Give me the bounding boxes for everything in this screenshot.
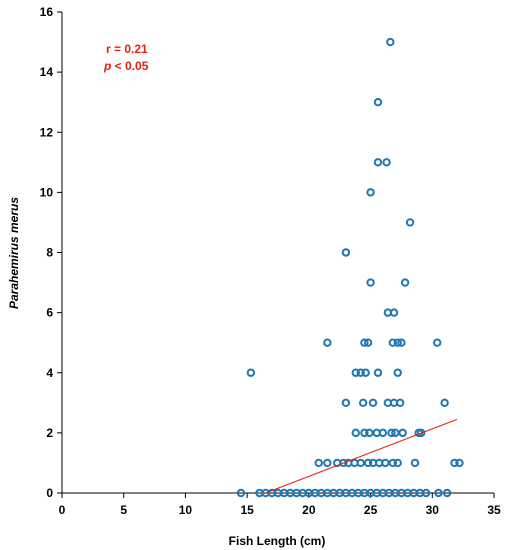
x-tick-label: 30 bbox=[426, 503, 440, 517]
axes bbox=[61, 12, 494, 494]
data-point bbox=[434, 488, 443, 498]
data-point bbox=[373, 368, 383, 377]
data-point bbox=[416, 428, 426, 438]
y-tick-label: 2 bbox=[46, 426, 53, 440]
data-point bbox=[393, 458, 402, 468]
data-point bbox=[397, 338, 406, 347]
data-point bbox=[381, 458, 390, 468]
x-tick-label: 5 bbox=[120, 503, 127, 517]
data-point bbox=[389, 308, 399, 317]
data-point bbox=[360, 338, 369, 347]
x-tick-label: 35 bbox=[487, 503, 501, 517]
x-axis-title: Fish Length (cm) bbox=[229, 534, 326, 548]
data-point bbox=[361, 368, 370, 377]
data-point bbox=[391, 428, 400, 438]
data-point bbox=[388, 338, 397, 347]
data-point bbox=[360, 428, 369, 438]
y-tick-label: 0 bbox=[46, 486, 53, 500]
data-point bbox=[236, 488, 246, 498]
data-point bbox=[378, 428, 388, 438]
y-tick-label: 4 bbox=[46, 366, 53, 380]
data-point bbox=[442, 488, 452, 498]
annotation-r: r = 0.21 bbox=[106, 42, 148, 56]
data-point bbox=[433, 338, 442, 347]
data-points bbox=[236, 37, 464, 498]
data-point bbox=[410, 458, 420, 468]
data-point bbox=[400, 278, 410, 287]
data-point bbox=[246, 368, 256, 377]
data-point bbox=[323, 458, 332, 468]
data-point bbox=[388, 458, 397, 468]
data-point bbox=[363, 338, 373, 347]
data-point bbox=[341, 248, 351, 257]
data-point bbox=[393, 368, 402, 377]
data-point bbox=[356, 458, 365, 468]
data-point bbox=[398, 428, 407, 438]
data-point bbox=[373, 97, 383, 107]
data-point bbox=[365, 428, 374, 438]
y-tick-label: 10 bbox=[40, 185, 54, 199]
x-tick-label: 15 bbox=[240, 503, 254, 517]
data-point bbox=[341, 398, 351, 408]
data-point bbox=[440, 398, 449, 408]
data-point bbox=[356, 368, 365, 377]
data-point bbox=[405, 218, 415, 227]
x-tick-label: 25 bbox=[364, 503, 378, 517]
data-point bbox=[351, 428, 360, 438]
y-tick-label: 14 bbox=[40, 65, 54, 79]
data-point bbox=[387, 428, 396, 438]
data-point bbox=[455, 458, 464, 468]
y-axis-title: Parahemirus merus bbox=[7, 197, 21, 309]
y-tick-label: 16 bbox=[40, 5, 54, 19]
data-point bbox=[351, 368, 360, 377]
x-tick-label: 20 bbox=[302, 503, 316, 517]
annotation-p: p < 0.05 bbox=[103, 59, 149, 73]
x-tick-label: 0 bbox=[59, 503, 66, 517]
data-point bbox=[393, 338, 402, 347]
data-point bbox=[358, 398, 368, 408]
data-point bbox=[450, 458, 459, 468]
y-tick-label: 6 bbox=[46, 306, 53, 320]
data-point bbox=[314, 458, 323, 468]
trend-line bbox=[265, 418, 458, 494]
data-point bbox=[339, 458, 348, 468]
ticks: 0 5 10 15 20 25 30 35 0 2 4 6 8 10 12 14 16 bbox=[40, 5, 501, 517]
data-point bbox=[368, 398, 378, 408]
data-point bbox=[363, 458, 373, 468]
data-point bbox=[373, 158, 383, 167]
data-point bbox=[382, 158, 391, 167]
data-point bbox=[366, 188, 375, 197]
x-tick-label: 10 bbox=[179, 503, 193, 517]
y-tick-label: 12 bbox=[40, 125, 54, 139]
data-point bbox=[323, 338, 332, 347]
y-tick-label: 8 bbox=[46, 246, 53, 260]
data-point bbox=[366, 278, 375, 287]
data-point bbox=[395, 398, 405, 408]
data-point bbox=[421, 488, 431, 498]
data-point bbox=[386, 37, 395, 47]
